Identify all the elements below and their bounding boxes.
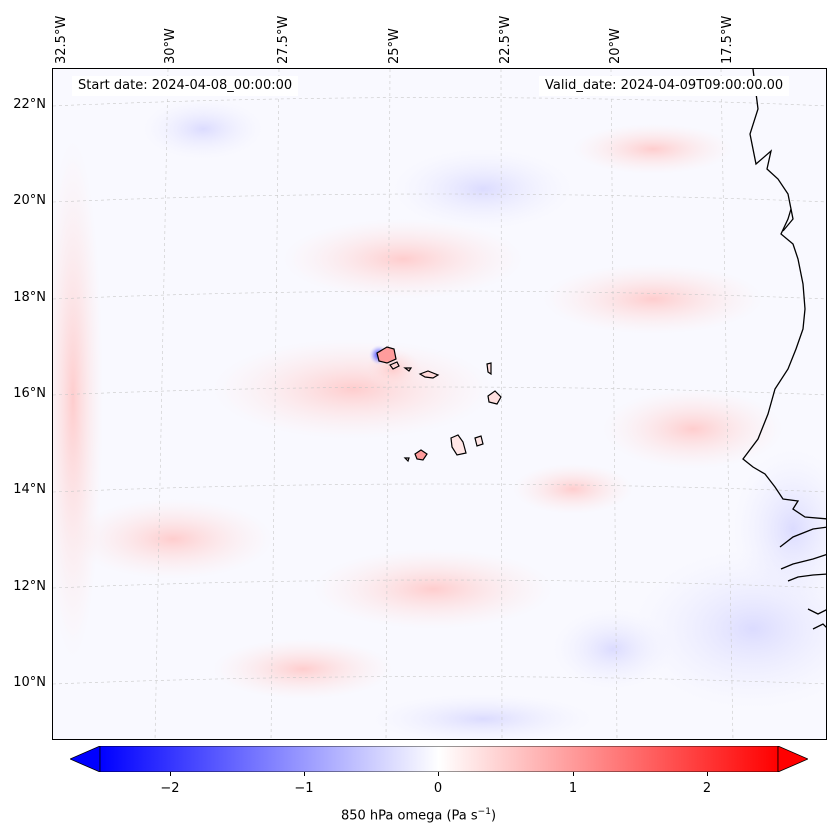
lon-label-27-5w: 27.5°W [276, 15, 291, 64]
omega-field-map [53, 69, 826, 739]
lon-label-30w: 30°W [163, 28, 178, 64]
lat-label-14n: 14°N [13, 482, 46, 497]
colorbar-tick [170, 772, 171, 776]
colorbar-body [99, 745, 779, 773]
colorbar-extend-low [68, 745, 101, 773]
lon-label-32-5w: 32.5°W [54, 15, 69, 64]
colorbar-tick [707, 772, 708, 776]
lon-label-17-5w: 17.5°W [720, 15, 735, 64]
lon-label-22-5w: 22.5°W [498, 15, 513, 64]
graticule [53, 69, 826, 739]
lat-label-10n: 10°N [13, 675, 46, 690]
colorbar-title-end: ) [490, 808, 497, 824]
lat-label-12n: 12°N [13, 579, 46, 594]
colorbar [68, 745, 810, 773]
colorbar-extend-high [777, 745, 810, 773]
colorbar-title-exponent: −1 [477, 807, 491, 817]
start-date-label: Start date: 2024-04-08_00:00:00 [72, 76, 299, 96]
omega-contours [53, 99, 826, 739]
colorbar-title-text: 850 hPa omega (Pa s [340, 808, 478, 824]
colorbar-tick-label: 1 [568, 781, 578, 796]
lon-label-20w: 20°W [608, 28, 623, 64]
colorbar-tick [304, 772, 305, 776]
colorbar-title: 850 hPa omega (Pa s−1) [0, 807, 837, 823]
lat-label-18n: 18°N [13, 290, 46, 305]
cape-verde-islands [376, 346, 502, 463]
coastline-west-africa [742, 69, 826, 630]
colorbar-tick-label: −2 [160, 781, 180, 796]
map-panel [52, 68, 827, 740]
lat-label-20n: 20°N [13, 193, 46, 208]
colorbar-svg [68, 745, 810, 773]
lon-label-25w: 25°W [387, 28, 402, 64]
colorbar-tick-label: 2 [702, 781, 712, 796]
colorbar-tick-label: 0 [433, 781, 443, 796]
valid-date-label: Valid_date: 2024-04-09T09:00:00.00 [539, 76, 790, 96]
colorbar-tick-label: −1 [294, 781, 314, 796]
lat-label-16n: 16°N [13, 386, 46, 401]
lat-label-22n: 22°N [13, 97, 46, 112]
colorbar-tick [438, 772, 439, 776]
colorbar-tick [573, 772, 574, 776]
